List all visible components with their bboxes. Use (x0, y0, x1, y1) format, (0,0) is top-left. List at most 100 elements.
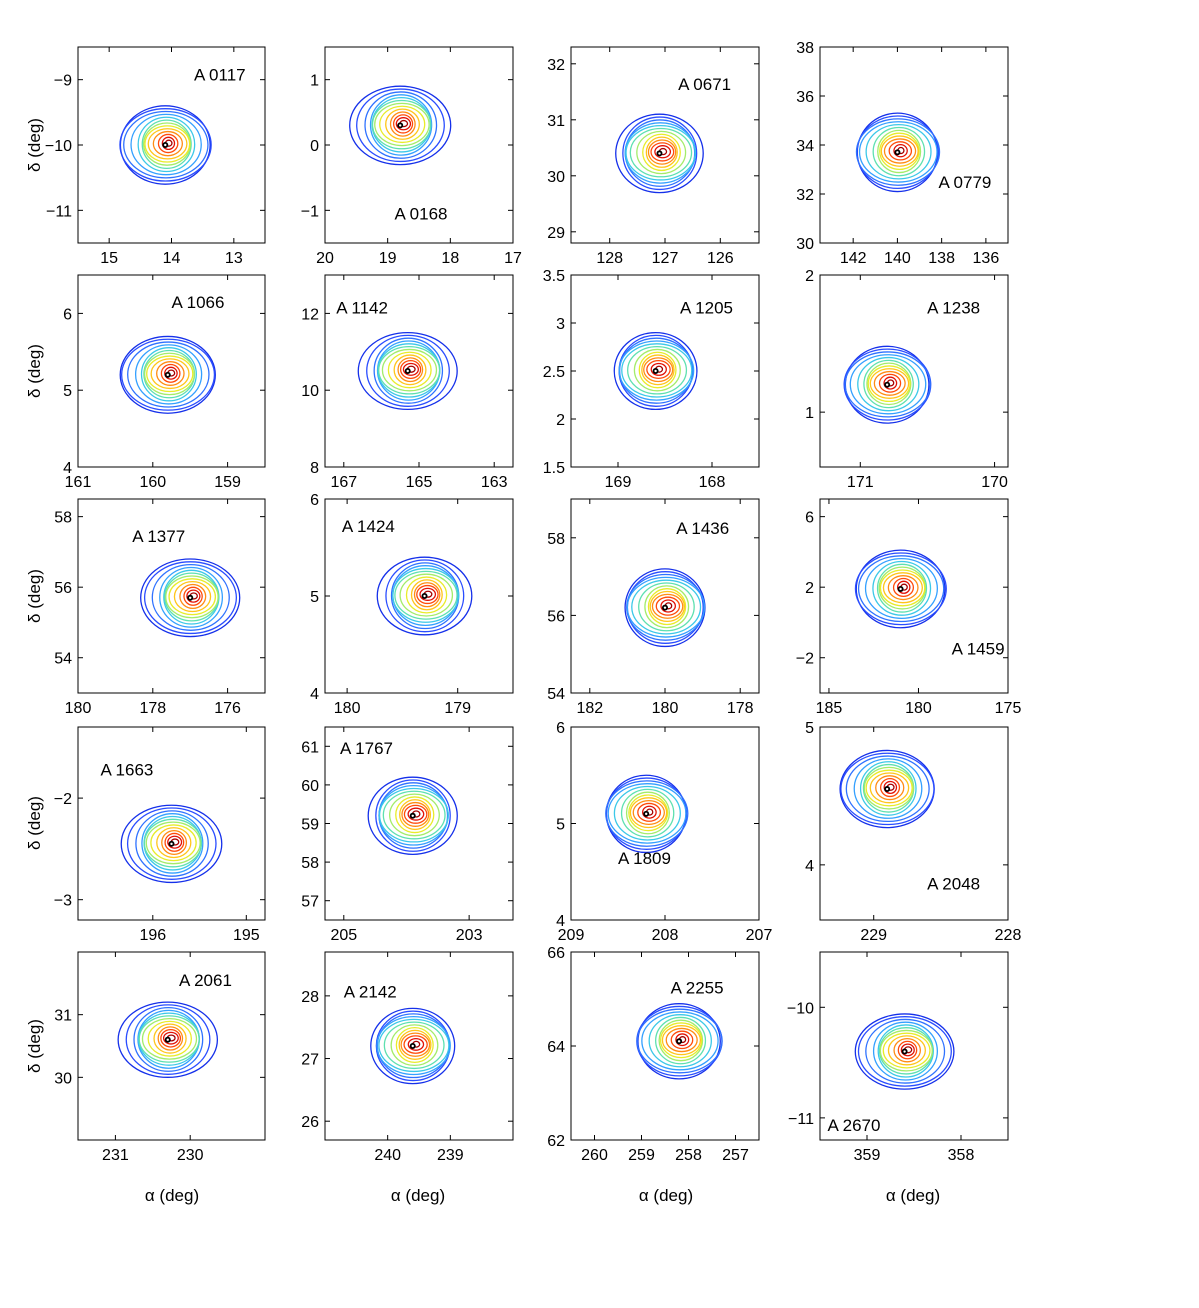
contour-line (142, 122, 191, 166)
contour-line (370, 1007, 456, 1085)
y-tick-label: 26 (301, 1114, 319, 1131)
contour-line (157, 133, 179, 154)
peak-center (654, 369, 657, 373)
contour-line (400, 1032, 431, 1057)
contour-line (140, 558, 241, 638)
contour-line (130, 113, 202, 176)
contour-line (394, 570, 458, 620)
contour-line (637, 1003, 721, 1080)
contour-line (165, 575, 219, 619)
y-tick-label: 6 (805, 510, 814, 527)
contour-line (119, 335, 216, 414)
contour-line (160, 363, 181, 383)
peak-center (166, 373, 169, 377)
contour-line (873, 370, 906, 396)
contour-line (855, 118, 941, 186)
peak-center (903, 1050, 906, 1053)
contour-line (398, 1029, 432, 1060)
contour-levels (120, 804, 223, 884)
x-tick-label: 205 (330, 927, 357, 944)
x-tick-label: 136 (973, 250, 1000, 267)
contour-line (865, 123, 932, 180)
contour-line (125, 1004, 211, 1075)
cluster-label: A 1436 (676, 519, 729, 538)
y-axis-label: δ (deg) (25, 796, 44, 850)
peak-center (411, 1044, 414, 1048)
contour-line (153, 1023, 187, 1054)
contour-line (401, 801, 430, 827)
contour-line (146, 355, 194, 393)
contour-levels (613, 331, 698, 411)
contour-line (872, 1021, 939, 1081)
contour-line (887, 1035, 926, 1066)
contour-line (853, 758, 923, 819)
x-tick-label: 142 (840, 250, 867, 267)
contour-line (631, 579, 702, 635)
contour-line (402, 362, 419, 376)
contour-line (875, 775, 905, 801)
panel-frame (77, 951, 266, 1141)
contour-line (607, 783, 687, 844)
cluster-label: A 0117 (194, 65, 246, 84)
contour-line (376, 1015, 451, 1076)
x-tick-label: 160 (139, 474, 166, 491)
contour-levels (370, 1007, 456, 1085)
x-tick-label: 163 (481, 474, 508, 491)
y-tick-label: 60 (301, 778, 319, 795)
contour-line (613, 331, 698, 411)
contour-line (883, 376, 898, 390)
y-tick-label: 30 (54, 1070, 72, 1087)
contour-line (392, 114, 414, 134)
contour-line (633, 348, 681, 392)
x-tick-label: 196 (139, 927, 166, 944)
x-tick-label: 169 (605, 474, 632, 491)
y-tick-label: −10 (787, 1000, 814, 1017)
contour-line (135, 810, 209, 877)
contour-line (364, 91, 438, 159)
y-tick-label: 32 (547, 57, 565, 74)
y-tick-label: 34 (796, 138, 814, 155)
y-tick-label: 2 (805, 580, 814, 597)
contour-line (636, 130, 687, 175)
y-tick-label: 4 (556, 913, 565, 930)
y-tick-label: 59 (301, 817, 319, 834)
contour-levels (843, 345, 932, 424)
contour-line (849, 354, 927, 415)
contour-line (143, 818, 203, 868)
x-tick-label: 180 (905, 700, 932, 717)
contour-panel: 180 179 6 5 4 A 1424 (310, 492, 514, 717)
y-tick-label: 31 (54, 1008, 72, 1025)
contour-line (626, 576, 706, 638)
contour-line (897, 1040, 918, 1060)
contour-panel: 231 230 31 30 A 2061 (54, 951, 266, 1164)
peak-center (677, 1040, 681, 1043)
peak-center (645, 812, 648, 816)
y-tick-label: 2.5 (543, 364, 565, 381)
contour-line (366, 334, 450, 407)
contour-line (857, 1016, 952, 1087)
contour-line (403, 804, 428, 824)
y-tick-label: −1 (301, 203, 319, 220)
x-tick-label: 167 (330, 474, 357, 491)
x-tick-label: 180 (334, 700, 361, 717)
x-tick-label: 14 (163, 250, 181, 267)
contour-line (144, 125, 191, 163)
panel-frame (324, 951, 514, 1141)
contour-line (141, 813, 204, 874)
contour-line (407, 1037, 425, 1051)
contour-line (127, 341, 210, 408)
contour-line (863, 766, 915, 810)
contour-line (882, 1032, 931, 1069)
contour-line (152, 130, 183, 157)
contour-line (374, 102, 430, 147)
y-tick-label: 54 (547, 686, 565, 703)
peak-center (896, 151, 899, 154)
y-tick-label: 62 (547, 1133, 565, 1150)
contour-line (605, 780, 689, 847)
cluster-label: A 1424 (342, 517, 395, 536)
contour-line (647, 139, 677, 165)
cluster-label: A 2142 (344, 982, 397, 1001)
x-axis-label: α (deg) (886, 1186, 940, 1205)
contour-line (643, 357, 674, 383)
contour-line (161, 136, 176, 151)
